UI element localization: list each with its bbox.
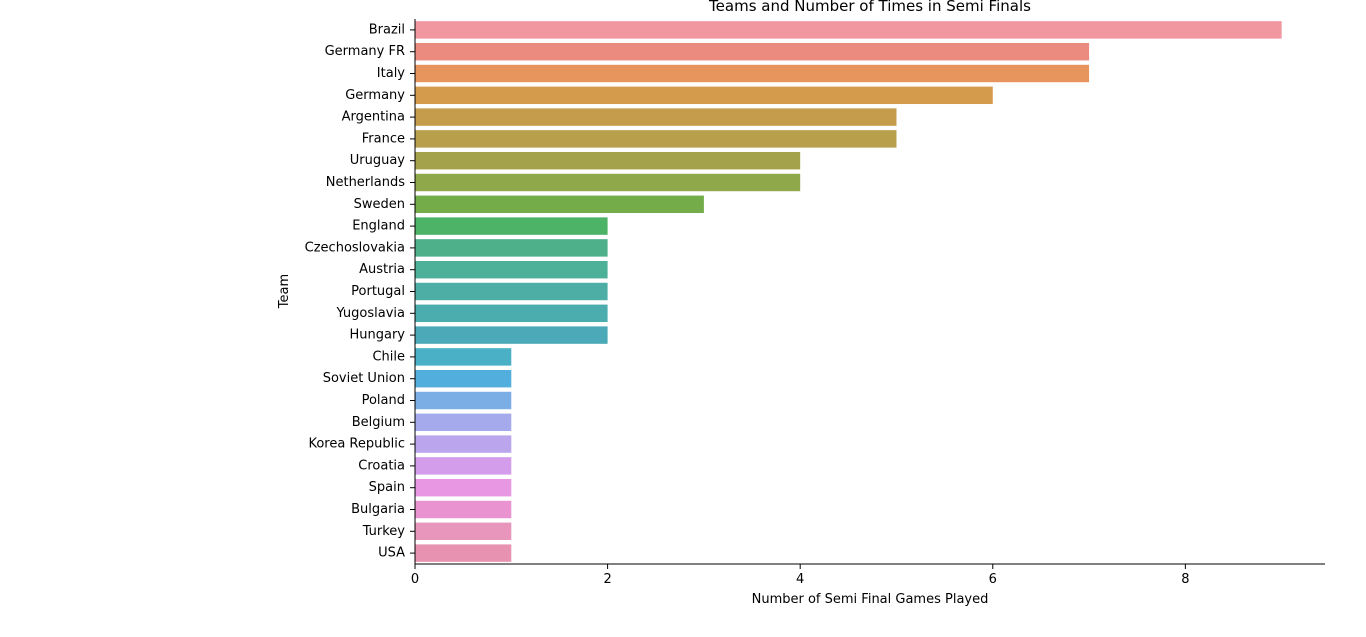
bar-netherlands (415, 174, 800, 191)
bar-chile (415, 348, 511, 365)
x-axis-title: Number of Semi Final Games Played (752, 592, 989, 607)
bar-england (415, 217, 608, 234)
y-tick-label-bulgaria: Bulgaria (351, 502, 405, 517)
y-tick-label-soviet-union: Soviet Union (323, 371, 405, 386)
y-tick-label-netherlands: Netherlands (326, 175, 405, 190)
y-tick-label-spain: Spain (369, 480, 405, 495)
y-tick-label-usa: USA (378, 546, 405, 561)
bar-argentina (415, 108, 896, 125)
y-tick-label-poland: Poland (362, 393, 405, 408)
y-tick-label-argentina: Argentina (342, 110, 405, 125)
bar-uruguay (415, 152, 800, 169)
bar-korea-republic (415, 435, 511, 452)
bar-czechoslovakia (415, 239, 608, 256)
y-tick-label-germany-fr: Germany FR (325, 44, 405, 59)
bar-austria (415, 261, 608, 278)
bar-bulgaria (415, 501, 511, 518)
y-axis-title: Team (277, 274, 292, 309)
y-tick-label-yugoslavia: Yugoslavia (335, 306, 405, 321)
bar-turkey (415, 523, 511, 540)
y-tick-label-chile: Chile (372, 349, 405, 364)
y-tick-label-hungary: Hungary (349, 328, 405, 343)
y-tick-label-italy: Italy (377, 66, 406, 81)
bar-italy (415, 65, 1089, 82)
bar-sweden (415, 196, 704, 213)
y-tick-label-portugal: Portugal (351, 284, 405, 299)
bar-hungary (415, 326, 608, 343)
bar-germany (415, 87, 993, 104)
bar-usa (415, 544, 511, 561)
x-tick-label-2: 2 (603, 572, 611, 587)
y-tick-label-uruguay: Uruguay (350, 153, 406, 168)
bar-belgium (415, 414, 511, 431)
bar-yugoslavia (415, 305, 608, 322)
bar-croatia (415, 457, 511, 474)
bar-soviet-union (415, 370, 511, 387)
bar-germany-fr (415, 43, 1089, 60)
y-tick-label-czechoslovakia: Czechoslovakia (305, 240, 405, 255)
y-tick-label-croatia: Croatia (358, 458, 405, 473)
y-tick-label-england: England (352, 219, 405, 234)
x-tick-label-8: 8 (1181, 572, 1189, 587)
bar-poland (415, 392, 511, 409)
y-tick-label-belgium: Belgium (352, 415, 405, 430)
x-ticks-layer: 0 2 4 6 8 (411, 564, 1190, 587)
y-tick-label-turkey: Turkey (362, 524, 406, 539)
y-ticks-layer: Brazil Germany FR Italy Germany Argentina Fra… (305, 22, 415, 560)
chart-title: Teams and Number of Times in Semi Finals (708, 0, 1031, 15)
y-tick-label-korea-republic: Korea Republic (308, 437, 405, 452)
y-tick-label-germany: Germany (345, 88, 405, 103)
y-tick-label-sweden: Sweden (354, 197, 405, 212)
bars-layer (415, 21, 1282, 562)
y-tick-label-austria: Austria (359, 262, 405, 277)
bar-portugal (415, 283, 608, 300)
bar-brazil (415, 21, 1282, 38)
x-tick-label-0: 0 (411, 572, 419, 587)
bar-spain (415, 479, 511, 496)
y-tick-label-france: France (362, 131, 405, 146)
y-tick-label-brazil: Brazil (369, 22, 405, 37)
x-tick-label-4: 4 (796, 572, 804, 587)
bar-france (415, 130, 896, 147)
x-tick-label-6: 6 (989, 572, 997, 587)
